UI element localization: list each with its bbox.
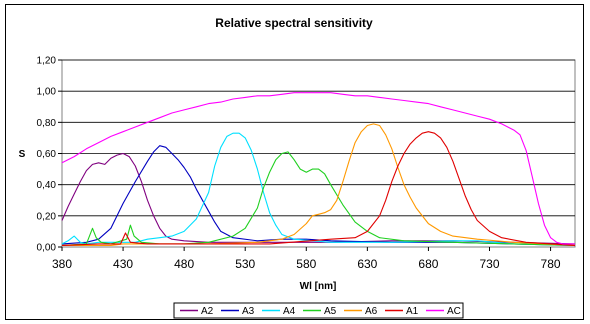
series-line-a1 bbox=[61, 131, 576, 246]
grid bbox=[62, 59, 575, 217]
x-tick-label: 780 bbox=[541, 257, 561, 271]
x-tick-label: 630 bbox=[357, 257, 377, 271]
y-tick-label: 1,20 bbox=[37, 56, 57, 67]
legend-label: AC bbox=[447, 306, 461, 317]
y-axis: 0,00 0,20 0,40 0,60 0,80 1,00 1,20 bbox=[37, 56, 62, 254]
y-tick-label: 1,00 bbox=[37, 87, 57, 98]
x-tick-label: 580 bbox=[296, 257, 316, 271]
chart-frame: Relative spectral sensitivity 380 430 480 5… bbox=[5, 4, 584, 320]
series-line-a6 bbox=[62, 123, 576, 246]
x-tick-label: 680 bbox=[418, 257, 438, 271]
y-tick-label: 0,20 bbox=[37, 211, 57, 222]
x-tick-label: 380 bbox=[52, 257, 72, 271]
x-tick-label: 430 bbox=[113, 257, 133, 271]
x-tick-label: 730 bbox=[479, 257, 499, 271]
x-axis-label: Wl [nm] bbox=[300, 281, 337, 292]
legend-label: A3 bbox=[242, 306, 255, 317]
legend-label: A4 bbox=[283, 306, 296, 317]
legend-label: A1 bbox=[406, 306, 419, 317]
series-line-ac bbox=[61, 92, 575, 245]
series-line-a2 bbox=[61, 152, 576, 245]
x-axis: 380 430 480 530 580 630 680 730 780 bbox=[52, 247, 561, 271]
chart: Relative spectral sensitivity 380 430 480 5… bbox=[19, 16, 576, 319]
y-axis-label: S bbox=[19, 149, 26, 160]
legend-items: A2 A3 A4 A5 A6 A1 AC bbox=[180, 306, 461, 317]
y-tick-label: 0,40 bbox=[37, 180, 57, 191]
series-group bbox=[61, 92, 576, 246]
legend-label: A2 bbox=[201, 306, 214, 317]
y-tick-label: 0,80 bbox=[37, 118, 57, 129]
y-tick-label: 0,00 bbox=[37, 243, 57, 254]
legend-label: A6 bbox=[365, 306, 378, 317]
x-tick-label: 530 bbox=[235, 257, 255, 271]
x-tick-label: 480 bbox=[174, 257, 194, 271]
series-line-a5 bbox=[61, 151, 576, 246]
legend-label: A5 bbox=[324, 306, 337, 317]
y-tick-label: 0,60 bbox=[37, 149, 57, 160]
chart-title: Relative spectral sensitivity bbox=[215, 16, 373, 30]
